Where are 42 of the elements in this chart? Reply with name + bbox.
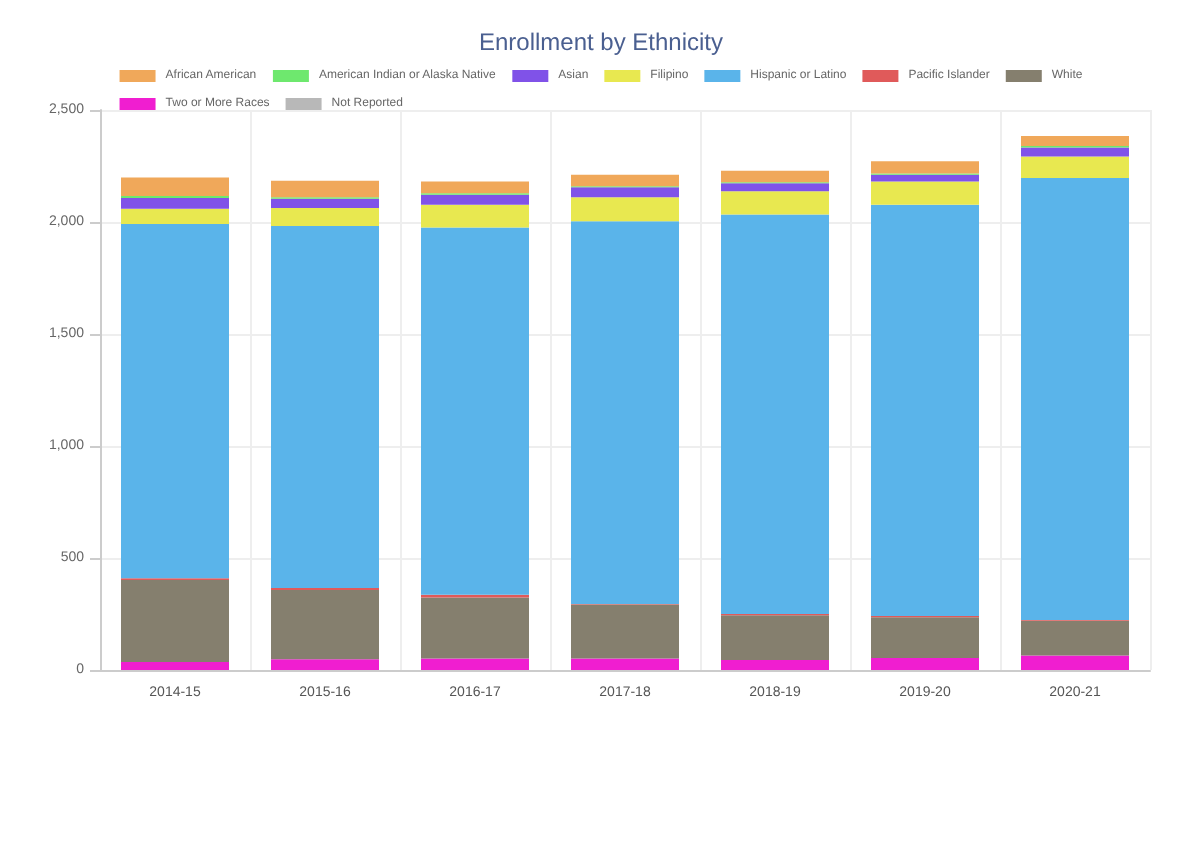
bar bbox=[271, 590, 379, 660]
bar bbox=[571, 197, 679, 222]
bar bbox=[721, 659, 829, 670]
bar bbox=[1021, 156, 1129, 179]
bar bbox=[271, 208, 379, 227]
bar bbox=[871, 617, 979, 658]
bar bbox=[571, 658, 679, 670]
bar bbox=[871, 657, 979, 670]
bar bbox=[1021, 620, 1129, 656]
bar bbox=[721, 183, 829, 192]
bar bbox=[121, 579, 229, 662]
bar bbox=[271, 180, 379, 198]
bar bbox=[121, 224, 229, 579]
bar bbox=[421, 658, 529, 670]
bar bbox=[871, 181, 979, 205]
bar bbox=[421, 597, 529, 659]
bar bbox=[571, 221, 679, 604]
bar bbox=[1021, 135, 1129, 147]
bar bbox=[121, 177, 229, 197]
bar bbox=[1021, 147, 1129, 157]
chart-title: Enrollment by Ethnicity bbox=[478, 28, 724, 56]
bar bbox=[421, 227, 529, 595]
bar bbox=[571, 604, 679, 659]
bar bbox=[121, 661, 229, 670]
bar bbox=[571, 174, 679, 187]
bar bbox=[421, 204, 529, 228]
bar bbox=[121, 198, 229, 209]
bar bbox=[121, 208, 229, 225]
bar bbox=[421, 181, 529, 194]
bar bbox=[571, 187, 679, 198]
bar bbox=[1021, 655, 1129, 670]
bar bbox=[721, 214, 829, 614]
bar bbox=[271, 198, 379, 209]
bar bbox=[421, 194, 529, 205]
bar bbox=[1021, 178, 1129, 621]
bar bbox=[721, 615, 829, 660]
bar bbox=[871, 161, 979, 174]
bar bbox=[721, 191, 829, 215]
bar bbox=[721, 170, 829, 183]
bar bbox=[271, 226, 379, 589]
bar bbox=[271, 659, 379, 670]
bar bbox=[871, 204, 979, 617]
